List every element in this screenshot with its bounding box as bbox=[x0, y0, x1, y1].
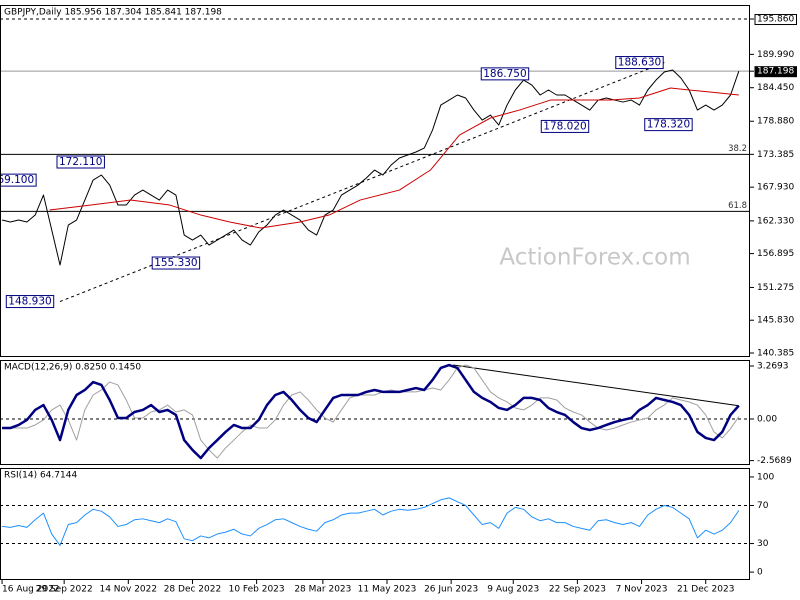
watermark: ActionForex.com bbox=[499, 245, 690, 271]
y-tick-label: 195.860 bbox=[757, 15, 794, 25]
price-label-box bbox=[615, 56, 664, 70]
trend-line bbox=[453, 364, 739, 407]
price-label: 172.110 bbox=[59, 156, 102, 168]
price-label-box bbox=[56, 155, 105, 169]
price-label: 178.020 bbox=[543, 120, 586, 132]
x-tick-label: 9 Aug 2023 bbox=[487, 585, 539, 595]
price-label-box bbox=[5, 295, 55, 309]
series-line bbox=[1, 69, 740, 266]
x-tick-label: 14 Nov 2022 bbox=[99, 585, 157, 595]
price-label: 188.630 bbox=[618, 57, 661, 69]
panel-header: MACD(12,26,9) 0.8250 0.1450 bbox=[4, 363, 141, 373]
level-label: 61.8 bbox=[728, 201, 747, 211]
price-label-box bbox=[540, 119, 590, 133]
panel-frame bbox=[0, 360, 750, 465]
x-tick-label: 29 Sep 2022 bbox=[36, 585, 93, 595]
panel-header: RSI(14) 64.7144 bbox=[4, 471, 77, 481]
y-tick-label: 151.275 bbox=[757, 283, 794, 293]
price-label-box bbox=[644, 118, 693, 132]
y-tick-label: 0 bbox=[757, 568, 763, 578]
panel-frame bbox=[0, 468, 750, 580]
y-tick-label: 167.930 bbox=[757, 183, 794, 193]
y-tick-box bbox=[754, 66, 797, 78]
panel-header: GBPJPY,Daily 185.956 187.304 185.841 187… bbox=[4, 8, 222, 18]
panel bbox=[0, 497, 750, 546]
x-tick-label: 26 Jun 2023 bbox=[424, 585, 478, 595]
y-tick-label: 178.880 bbox=[757, 117, 794, 127]
y-tick-box bbox=[754, 14, 797, 26]
panel: ActionForex.com 38.2 61.8 169.100 172.110 155… bbox=[0, 18, 750, 309]
x-tick-label: 10 Feb 2023 bbox=[229, 585, 285, 595]
price-label-box bbox=[480, 67, 530, 81]
y-tick-label: 70 bbox=[757, 501, 769, 511]
price-label: 169.100 bbox=[0, 174, 34, 186]
series-line bbox=[2, 364, 740, 459]
y-tick-label: 145.830 bbox=[757, 316, 794, 326]
series-line bbox=[2, 363, 740, 460]
y-tick-label: 184.450 bbox=[757, 83, 794, 93]
price-label: 155.330 bbox=[154, 257, 197, 269]
y-tick-label: 187.198 bbox=[757, 67, 794, 77]
y-tick-label: 140.385 bbox=[757, 348, 794, 358]
y-tick-label: 162.330 bbox=[757, 216, 794, 226]
y-tick-label: 100 bbox=[757, 472, 774, 482]
price-label: 186.750 bbox=[483, 68, 526, 80]
y-tick-label: -2.5689 bbox=[757, 456, 792, 466]
series-line bbox=[49, 87, 739, 229]
panel bbox=[0, 363, 750, 460]
panel-frame bbox=[0, 5, 750, 357]
x-tick-label: 28 Mar 2023 bbox=[294, 585, 351, 595]
y-tick-label: 30 bbox=[757, 539, 769, 549]
y-tick-label: 3.2693 bbox=[757, 362, 789, 372]
x-tick-label: 21 Dec 2023 bbox=[677, 585, 735, 595]
y-tick-label: 156.895 bbox=[757, 249, 794, 259]
x-tick-label: 16 Aug 2022 bbox=[2, 585, 60, 595]
y-tick-label: 0.00 bbox=[757, 414, 777, 424]
level-label: 38.2 bbox=[728, 144, 747, 154]
price-label-box bbox=[0, 173, 37, 187]
x-tick-label: 22 Sep 2023 bbox=[549, 585, 606, 595]
y-tick-label: 189.990 bbox=[757, 50, 794, 60]
price-label-box bbox=[151, 256, 201, 270]
x-tick-label: 28 Dec 2022 bbox=[164, 585, 222, 595]
series-line bbox=[2, 497, 740, 546]
x-tick-label: 11 May 2023 bbox=[358, 585, 417, 595]
price-label: 178.320 bbox=[647, 119, 690, 131]
x-tick-label: 7 Nov 2023 bbox=[616, 585, 668, 595]
y-tick-label: 173.385 bbox=[757, 150, 794, 160]
price-label: 148.930 bbox=[8, 296, 51, 308]
